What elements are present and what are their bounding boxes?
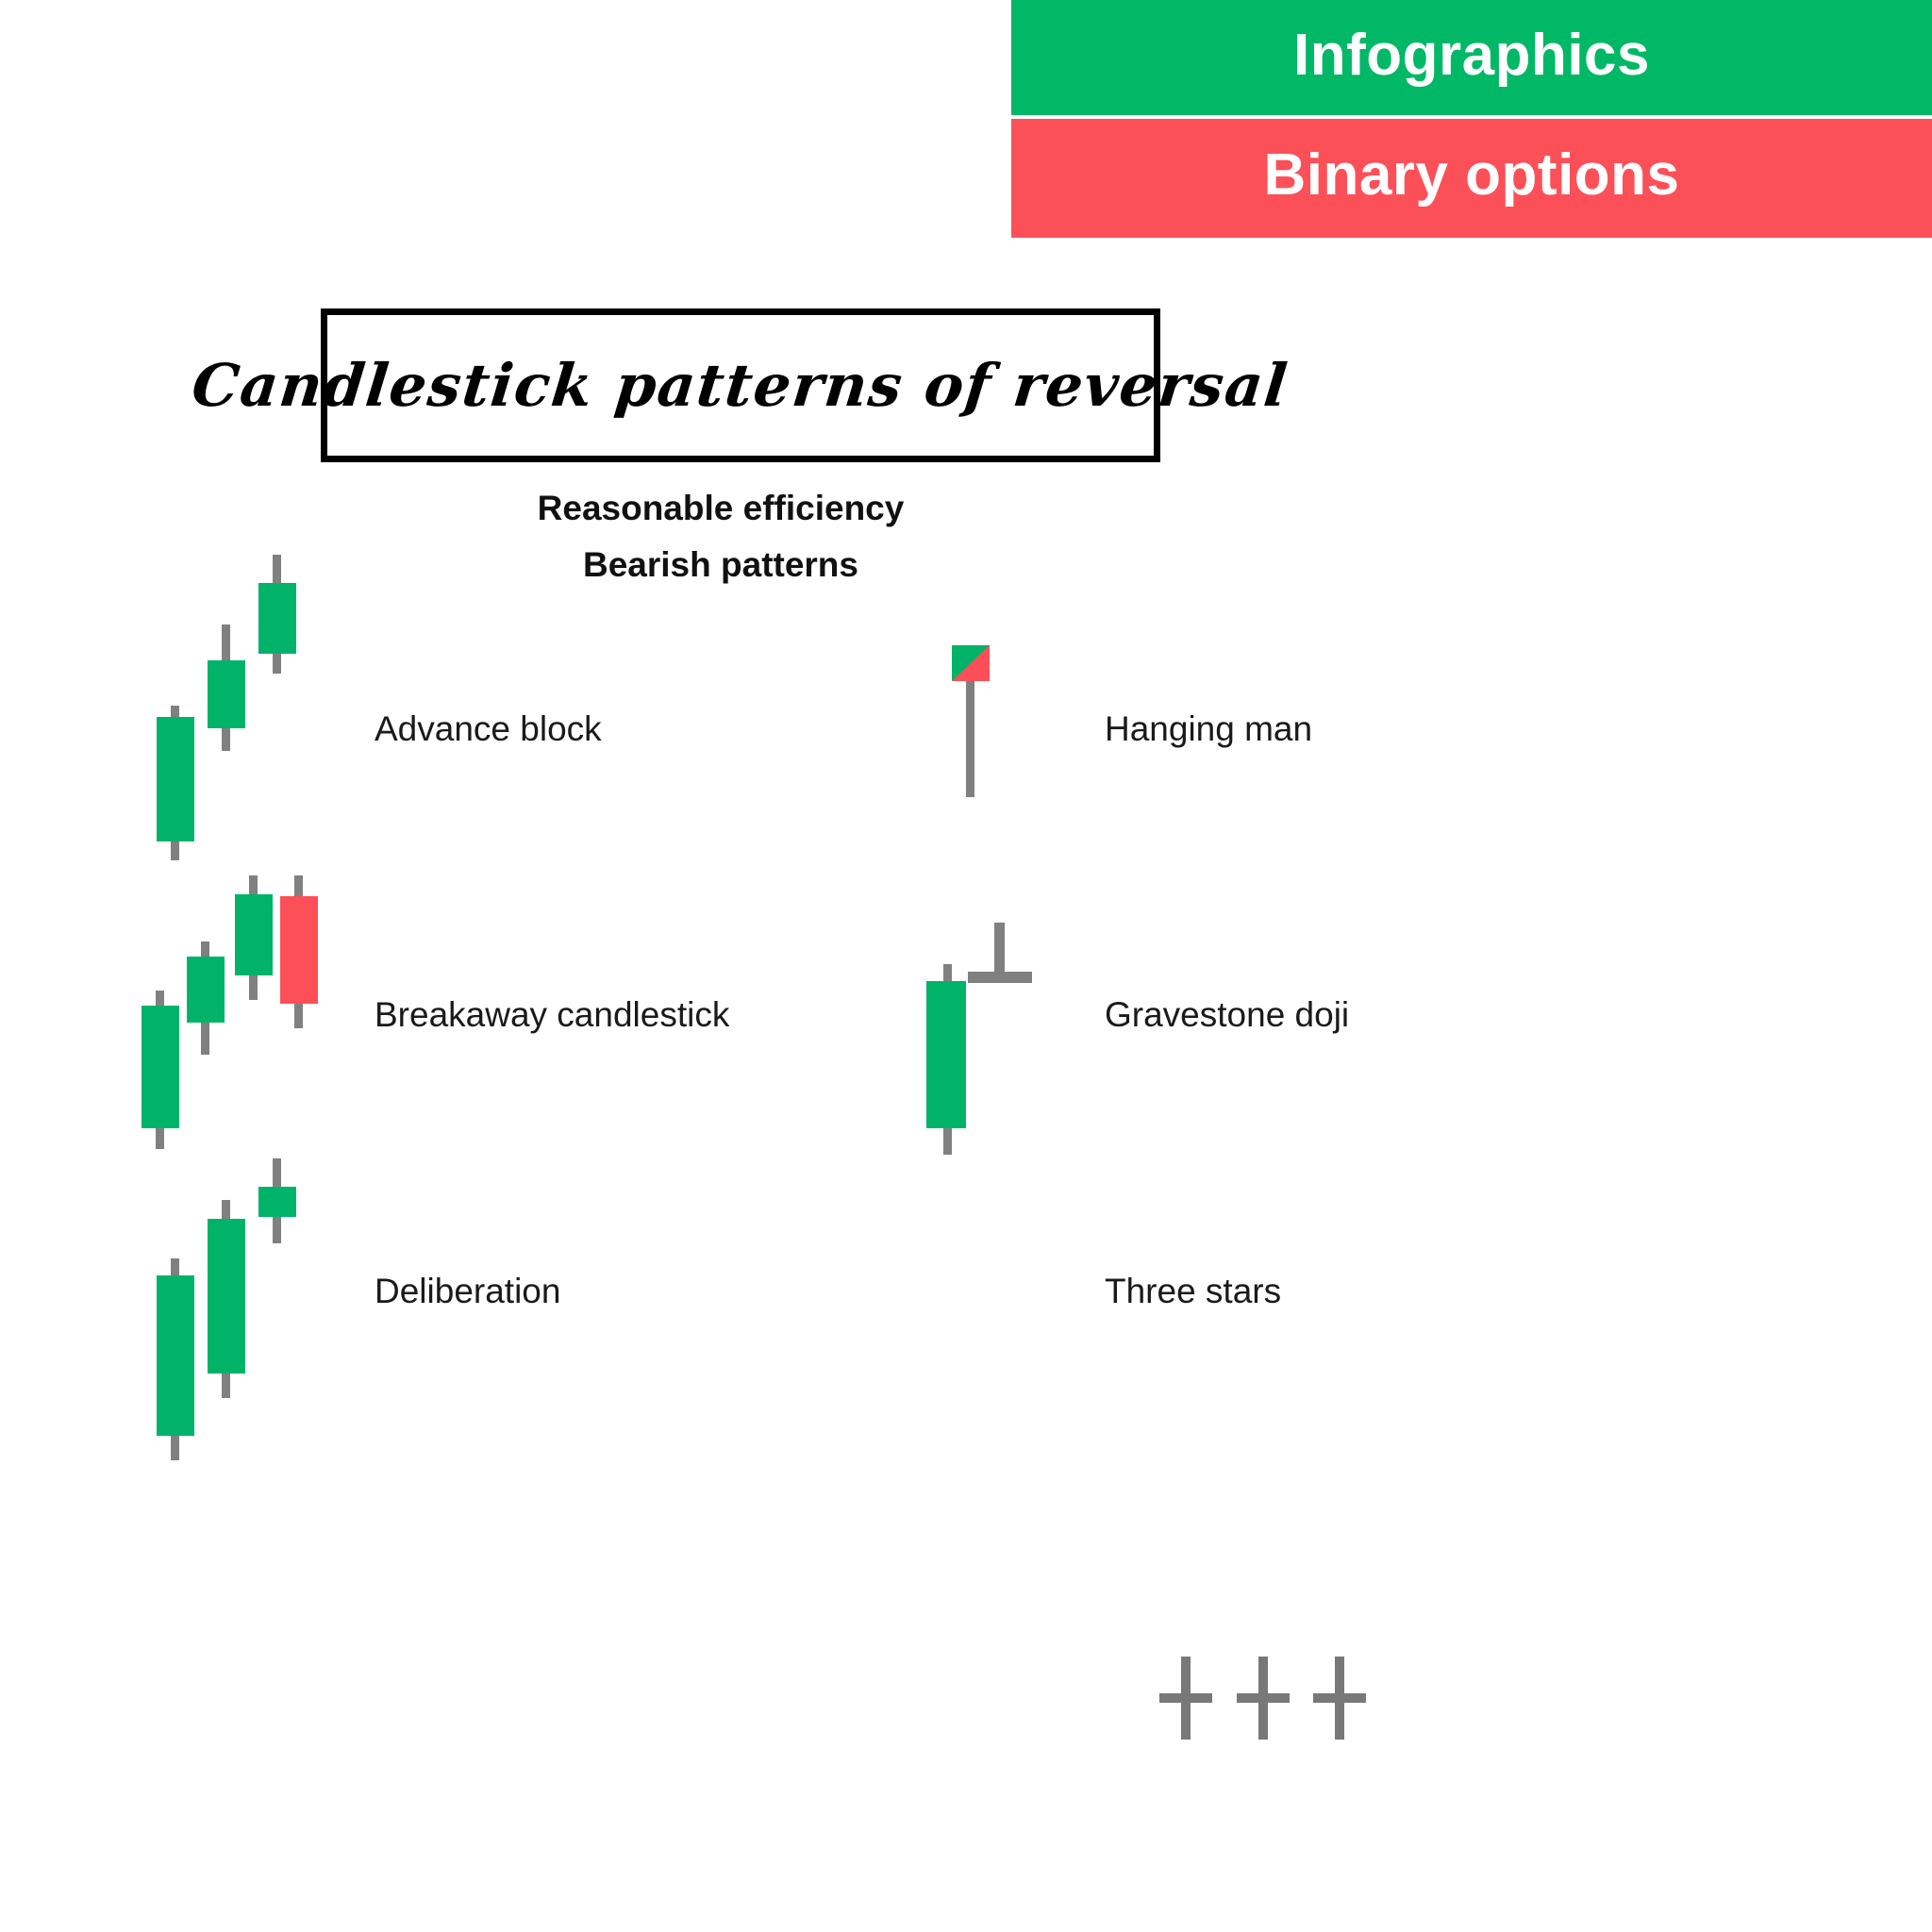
candle-wick: [966, 645, 974, 797]
candle-body-bullish: [258, 1187, 296, 1217]
candle-body-bullish: [926, 981, 966, 1128]
pattern-label-gravestone-doji: Gravestone doji: [1105, 995, 1350, 1034]
doji-star-horizontal: [1313, 1693, 1366, 1703]
pattern-label-three-stars: Three stars: [1105, 1272, 1282, 1310]
pattern-label-advance-block: Advance block: [375, 709, 602, 748]
candle-body-bicolor: [952, 645, 990, 681]
candle-body-bearish: [280, 896, 318, 1004]
banner-infographics-label: Infographics: [1292, 22, 1651, 88]
candle-body-bullish: [157, 1275, 194, 1436]
title-box: Candlestick patterns of reversal: [190, 308, 1291, 462]
banner-binary-options: Binary options: [1011, 119, 1932, 238]
doji-star-2: [1237, 1657, 1290, 1740]
candle-body-bullish: [142, 1006, 179, 1128]
subtitle-efficiency: Reasonable efficiency: [537, 489, 905, 527]
candle-body-bullish: [258, 583, 296, 654]
banner-infographics: Infographics: [1011, 0, 1932, 115]
candle-body-bullish: [157, 717, 194, 841]
pattern-label-hanging-man: Hanging man: [1105, 709, 1313, 748]
banner-binary-options-label: Binary options: [1263, 142, 1680, 208]
subtitle-bearish-patterns: Bearish patterns: [583, 545, 858, 584]
candle-body-bullish: [235, 894, 273, 975]
page-title: Candlestick patterns of reversal: [189, 351, 1292, 420]
doji-star-horizontal: [1237, 1693, 1290, 1703]
doji-stem: [994, 923, 1005, 981]
doji-star-1: [1159, 1657, 1212, 1740]
pattern-label-deliberation: Deliberation: [375, 1272, 561, 1310]
candle-body-bullish: [187, 957, 225, 1023]
candle-body-bullish: [208, 660, 245, 728]
pattern-label-breakaway-candlestick: Breakaway candlestick: [375, 995, 730, 1034]
doji-base: [968, 972, 1032, 983]
doji-star-horizontal: [1159, 1693, 1212, 1703]
candle-body-bullish: [208, 1219, 245, 1374]
doji-star-3: [1313, 1657, 1366, 1740]
